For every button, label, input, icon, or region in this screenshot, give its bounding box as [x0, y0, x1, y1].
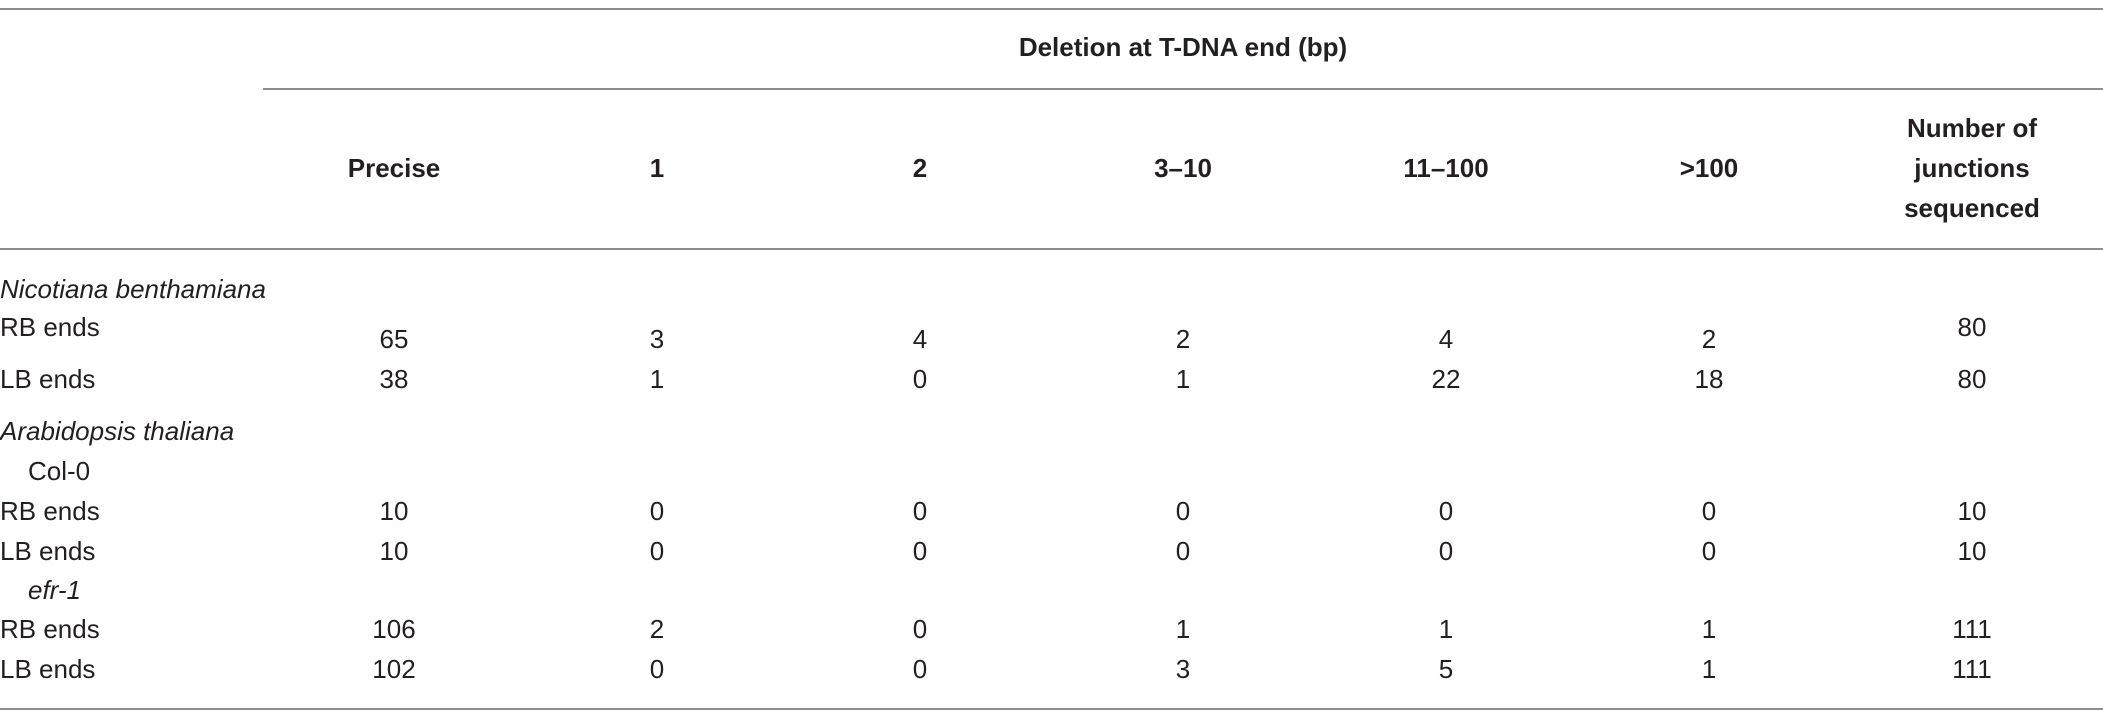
cell-nb-rb-precise: 65 [379, 324, 409, 354]
row-label-col0-rb: RB ends [0, 496, 100, 526]
row-label-nb-lb: LB ends [0, 364, 96, 394]
cell-efr1-lb-3-10: 3 [1175, 654, 1191, 684]
cell-nb-lb-junctions: 80 [1957, 364, 1987, 394]
cell-efr1-rb-over-100: 1 [1701, 614, 1717, 644]
cell-col0-lb-3-10: 0 [1175, 536, 1191, 566]
cell-col0-lb-2: 0 [912, 536, 928, 566]
column-header-precise: Precise [347, 153, 441, 183]
cell-nb-rb-2: 4 [912, 324, 928, 354]
cell-efr1-lb-over-100: 1 [1701, 654, 1717, 684]
cell-efr1-lb-2: 0 [912, 654, 928, 684]
column-header-1: 1 [649, 153, 665, 183]
spanner-header: Deletion at T-DNA end (bp) [1018, 32, 1348, 62]
column-header-junctions-line1: Number of [1907, 113, 2037, 143]
cell-col0-rb-2: 0 [912, 496, 928, 526]
spanner-rule [263, 88, 2103, 90]
cell-nb-lb-over-100: 18 [1694, 364, 1724, 394]
column-header-11-100: 11–100 [1403, 153, 1489, 183]
row-label-efr1-rb: RB ends [0, 614, 100, 644]
cell-col0-rb-3-10: 0 [1175, 496, 1191, 526]
cell-efr1-lb-junctions: 111 [1952, 654, 1992, 684]
table-bottom-rule [0, 708, 2103, 710]
column-header-3-10: 3–10 [1154, 153, 1212, 183]
cell-efr1-rb-11-100: 1 [1438, 614, 1454, 644]
cell-col0-rb-over-100: 0 [1701, 496, 1717, 526]
cell-nb-lb-2: 0 [912, 364, 928, 394]
cell-nb-lb-precise: 38 [379, 364, 409, 394]
cell-efr1-lb-11-100: 5 [1438, 654, 1454, 684]
cell-nb-lb-1: 1 [649, 364, 665, 394]
column-header-junctions-line2: junctions [1914, 153, 2030, 183]
group-label-arabidopsis: Arabidopsis thaliana [0, 416, 235, 446]
column-header-2: 2 [912, 153, 928, 183]
cell-col0-lb-1: 0 [649, 536, 665, 566]
row-label-nb-rb: RB ends [0, 312, 100, 342]
column-header-over-100: >100 [1679, 153, 1739, 183]
cell-nb-rb-11-100: 4 [1438, 324, 1454, 354]
group-label-nicotiana: Nicotiana benthamiana [0, 274, 266, 304]
subgroup-label-efr-1: efr-1 [28, 575, 81, 605]
table-top-rule [0, 8, 2103, 10]
cell-col0-lb-over-100: 0 [1701, 536, 1717, 566]
cell-efr1-rb-precise: 106 [372, 614, 416, 644]
column-header-junctions-line3: sequenced [1904, 193, 2040, 223]
cell-efr1-lb-precise: 102 [372, 654, 416, 684]
row-label-col0-lb: LB ends [0, 536, 96, 566]
row-label-efr1-lb: LB ends [0, 654, 96, 684]
cell-nb-rb-1: 3 [649, 324, 665, 354]
header-bottom-rule [0, 248, 2103, 250]
cell-col0-rb-1: 0 [649, 496, 665, 526]
cell-col0-lb-11-100: 0 [1438, 536, 1454, 566]
cell-col0-lb-junctions: 10 [1957, 536, 1987, 566]
cell-efr1-rb-2: 0 [912, 614, 928, 644]
cell-efr1-rb-junctions: 111 [1952, 614, 1992, 644]
cell-efr1-rb-3-10: 1 [1175, 614, 1191, 644]
cell-col0-lb-precise: 10 [379, 536, 409, 566]
cell-efr1-rb-1: 2 [649, 614, 665, 644]
cell-nb-rb-over-100: 2 [1701, 324, 1717, 354]
cell-efr1-lb-1: 0 [649, 654, 665, 684]
cell-nb-lb-11-100: 22 [1431, 364, 1461, 394]
cell-col0-rb-11-100: 0 [1438, 496, 1454, 526]
cell-nb-rb-3-10: 2 [1175, 324, 1191, 354]
cell-col0-rb-precise: 10 [379, 496, 409, 526]
cell-nb-lb-3-10: 1 [1175, 364, 1191, 394]
subgroup-label-col-0: Col-0 [28, 456, 91, 486]
cell-col0-rb-junctions: 10 [1957, 496, 1987, 526]
cell-nb-rb-junctions: 80 [1957, 312, 1987, 342]
